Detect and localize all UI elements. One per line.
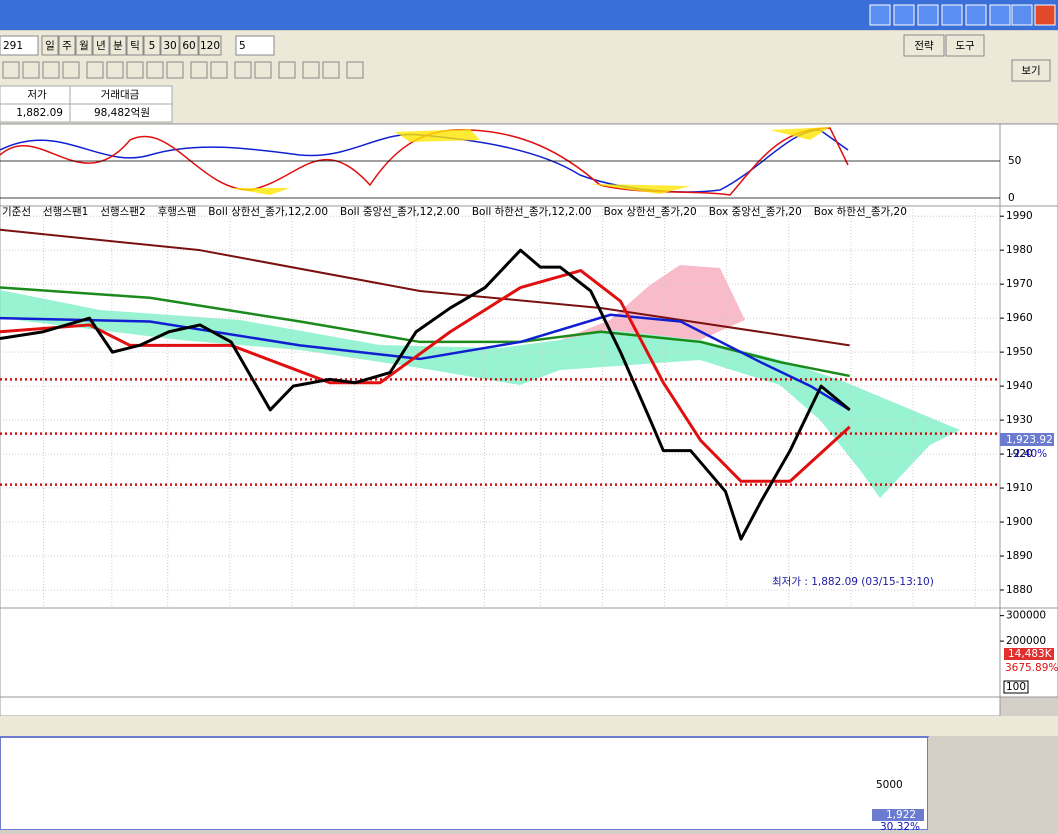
- info-header: 거래대금: [101, 89, 140, 101]
- period-button[interactable]: [109, 35, 127, 56]
- x-axis: [0, 696, 1001, 717]
- y-tick-label: 1960: [1006, 312, 1033, 324]
- view-button[interactable]: [1011, 59, 1051, 82]
- info-value: 1,882.09: [16, 107, 63, 119]
- view-label: 보기: [1021, 65, 1040, 77]
- osc-tick-label: 50: [1008, 155, 1021, 167]
- interval: 5: [239, 40, 246, 52]
- last-price: 1,923.92: [1006, 434, 1053, 446]
- series-line: [0, 248, 851, 541]
- volume-tag: [1003, 680, 1029, 694]
- volume-tick-label: 300000: [1006, 610, 1046, 622]
- legend-entry: 기준선: [2, 206, 31, 218]
- legend-entry: Boll 상한선_종가,12,2.00: [208, 206, 328, 218]
- y-tick-label: 1890: [1006, 550, 1033, 562]
- volume-tick-label: 200000: [1006, 635, 1046, 647]
- info-header: 저가: [27, 89, 47, 101]
- lower-tag: [872, 809, 924, 821]
- oscillator-line: [0, 127, 849, 196]
- period-button[interactable]: [198, 35, 222, 56]
- period-button[interactable]: [179, 35, 199, 56]
- legend-entry: 후행스팬: [158, 206, 197, 218]
- series-line: [0, 228, 850, 347]
- y-tick-label: 1980: [1006, 244, 1033, 256]
- period-buttons[interactable]: 일 주 월 년 분 틱 5 30 60 120: [41, 35, 222, 56]
- legend-entry: 선행스팬1: [43, 206, 88, 218]
- period-label: 틱: [130, 40, 140, 52]
- volume-pane: [0, 607, 1001, 698]
- legend-entry: Box 중앙선_종가,20: [709, 206, 802, 218]
- period-label: 60: [182, 40, 195, 52]
- period-label: 120: [200, 40, 220, 52]
- period-button[interactable]: [92, 35, 110, 56]
- y-tick-label: 1970: [1006, 278, 1033, 290]
- draw-toolbar[interactable]: [0, 716, 1058, 736]
- y-tick-label: 1900: [1006, 516, 1033, 528]
- lower-label: 5000: [876, 779, 903, 791]
- price-tag: [1000, 433, 1054, 446]
- y-tick-label: 1920: [1006, 448, 1033, 460]
- tools-button[interactable]: [945, 34, 985, 57]
- code-input[interactable]: [0, 35, 39, 56]
- period-label: 30: [163, 40, 176, 52]
- period-label: 5: [149, 40, 156, 52]
- cloud: [560, 265, 745, 340]
- period-button[interactable]: [41, 35, 59, 56]
- window-buttons[interactable]: [869, 4, 1056, 26]
- y-tick-label: 1990: [1006, 210, 1033, 222]
- period-button[interactable]: [160, 35, 180, 56]
- period-button[interactable]: [58, 35, 76, 56]
- tools-label: 도구: [955, 40, 975, 52]
- y-tick-label: 1880: [1006, 584, 1033, 596]
- y-tick-label: 1910: [1006, 482, 1033, 494]
- tool-icons[interactable]: [2, 61, 364, 79]
- period-label: 일: [45, 39, 55, 52]
- strategy-button[interactable]: [903, 34, 945, 57]
- cloud: [0, 290, 960, 498]
- strategy-label: 전략: [914, 40, 934, 52]
- annotation: 최저가 : 1,882.09 (03/15-13:10): [772, 576, 934, 588]
- period-label: 분: [113, 40, 123, 52]
- period-button[interactable]: [143, 35, 161, 56]
- volume-label: 3675.89%: [1005, 662, 1058, 674]
- y-tick-label: 1950: [1006, 346, 1033, 358]
- lower-label: 1,922: [886, 809, 916, 821]
- period-label: 주: [62, 40, 72, 52]
- lower-pane: [0, 736, 929, 831]
- legend-entry: Box 상한선_종가,20: [604, 206, 697, 218]
- period-label: 월: [79, 40, 89, 52]
- period-button[interactable]: [75, 35, 93, 56]
- series-line: [0, 269, 851, 483]
- interval-select[interactable]: [235, 35, 275, 56]
- y-tick-label: 1930: [1006, 414, 1033, 426]
- change: -2.40%: [1010, 448, 1047, 460]
- period-button[interactable]: [126, 35, 144, 56]
- code: 291: [3, 40, 23, 52]
- legend-entry: Box 하한선_종가,20: [814, 205, 907, 218]
- legend-entry: Boll 중앙선_종가,12,2.00: [340, 206, 460, 218]
- legend-entry: 선행스팬2: [100, 206, 145, 218]
- volume-label: 14,483K: [1008, 648, 1053, 660]
- y-tick-label: 1940: [1006, 380, 1033, 392]
- period-label: 년: [96, 40, 106, 52]
- osc-tick-label: 0: [1008, 192, 1015, 204]
- legend-entry: Boll 하한선_종가,12,2.00: [472, 205, 592, 218]
- volume-tag: [1004, 648, 1054, 660]
- volume-label: 100: [1006, 681, 1026, 693]
- series-line: [0, 313, 851, 411]
- lower-label: 30.32%: [880, 821, 920, 830]
- oscillator-pane: [0, 123, 1001, 207]
- info-value: 98,482억원: [94, 107, 150, 119]
